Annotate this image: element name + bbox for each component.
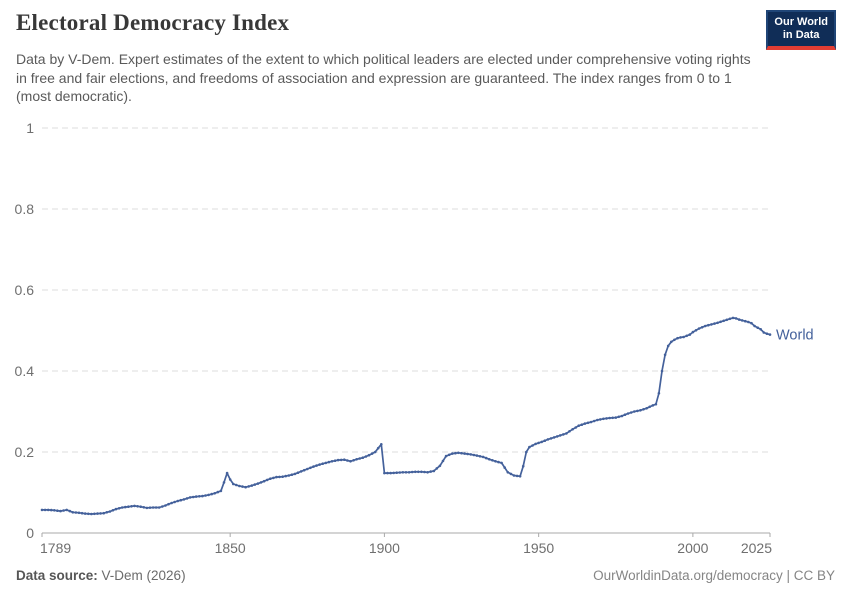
y-tick-label: 1 xyxy=(26,120,34,136)
x-tick-label: 2000 xyxy=(677,540,708,556)
data-source-label: Data source: xyxy=(16,568,98,583)
owid-logo-line1: Our World xyxy=(774,16,828,28)
chart-title: Electoral Democracy Index xyxy=(16,10,290,35)
owid-logo-line2: in Data xyxy=(782,29,820,41)
y-tick-label: 0 xyxy=(26,525,34,541)
x-tick-label: 1789 xyxy=(40,540,71,556)
data-source: Data source: V-Dem (2026) xyxy=(16,568,186,583)
x-tick-label: 1950 xyxy=(523,540,554,556)
y-tick-label: 0.6 xyxy=(15,282,35,298)
series-label-world: World xyxy=(776,328,814,344)
owid-logo[interactable]: Our World in Data xyxy=(766,10,836,50)
x-tick-label: 1850 xyxy=(215,540,246,556)
x-tick-label: 1900 xyxy=(369,540,400,556)
footer-link[interactable]: OurWorldinData.org/democracy | CC BY xyxy=(593,568,835,583)
world-line xyxy=(42,317,771,515)
y-tick-label: 0.8 xyxy=(15,201,35,217)
y-tick-label: 0.4 xyxy=(15,363,35,379)
world-line-markers xyxy=(40,316,772,516)
y-tick-label: 0.2 xyxy=(15,444,35,460)
x-tick-label: 2025 xyxy=(741,540,772,556)
chart-subtitle: Data by V-Dem. Expert estimates of the e… xyxy=(16,51,751,104)
data-source-value: V-Dem (2026) xyxy=(97,568,186,583)
